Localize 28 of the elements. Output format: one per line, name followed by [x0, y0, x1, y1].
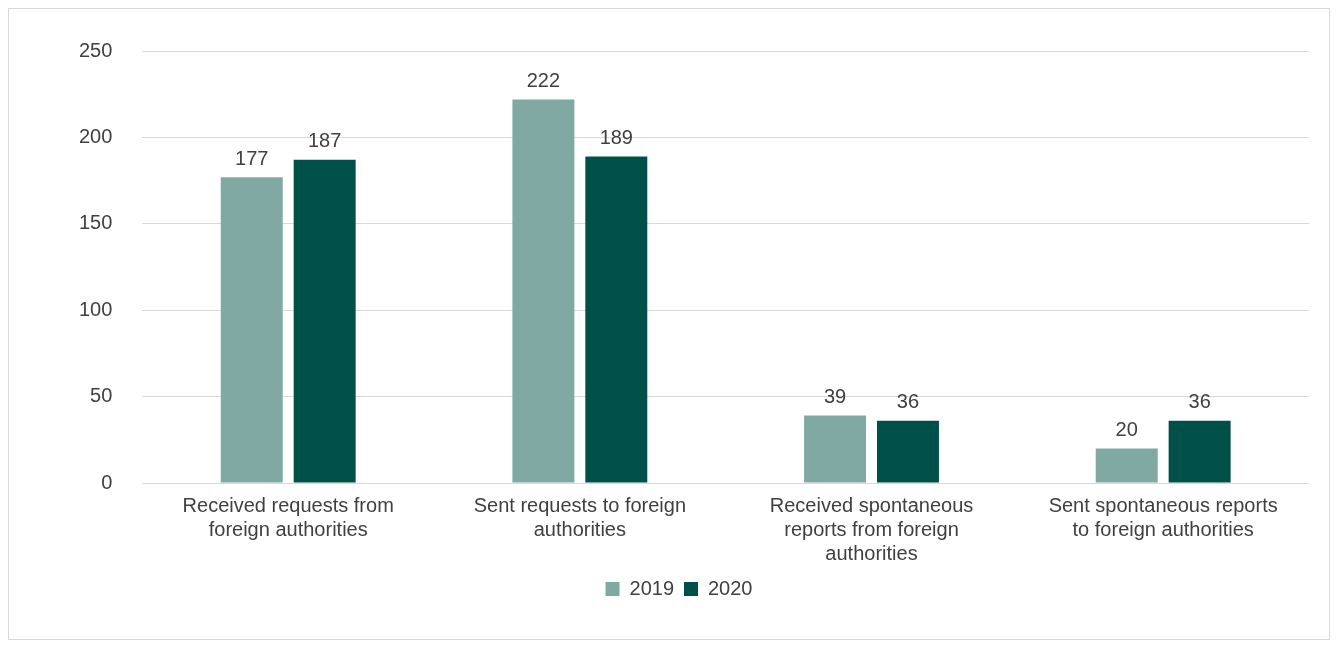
y-tick-label: 50: [90, 384, 113, 407]
data-label: 189: [599, 125, 633, 148]
legend-label: 2019: [629, 576, 675, 599]
bar: [1168, 420, 1231, 483]
data-label: 187: [307, 129, 342, 152]
data-label: 36: [896, 390, 920, 413]
bar: [876, 420, 939, 483]
y-tick-label: 250: [78, 38, 113, 61]
data-label: 39: [823, 385, 847, 408]
data-label: 222: [526, 68, 561, 91]
data-label: 36: [1188, 390, 1211, 413]
data-label: 177: [235, 146, 269, 169]
bar: [512, 99, 575, 483]
x-tick-label: Received requests from foreign authorities: [182, 493, 394, 540]
bar: [1095, 448, 1158, 483]
y-tick-label: 200: [78, 124, 113, 147]
x-tick-label: Received spontaneous reports from foreign authorities: [769, 493, 974, 564]
y-tick-label: 100: [78, 297, 113, 320]
y-tick-label: 0: [101, 470, 113, 493]
x-tick-label: Sent spontaneous reports to foreign authorities: [1048, 493, 1278, 540]
y-tick-label: 150: [78, 211, 113, 234]
data-label: 20: [1115, 417, 1138, 440]
bar: [585, 156, 648, 483]
bar: [804, 415, 867, 483]
x-tick-label: Sent requests to foreign authorities: [473, 493, 687, 540]
bar: [293, 159, 356, 483]
legend-label: 2020: [708, 576, 753, 599]
bar: [220, 177, 283, 483]
